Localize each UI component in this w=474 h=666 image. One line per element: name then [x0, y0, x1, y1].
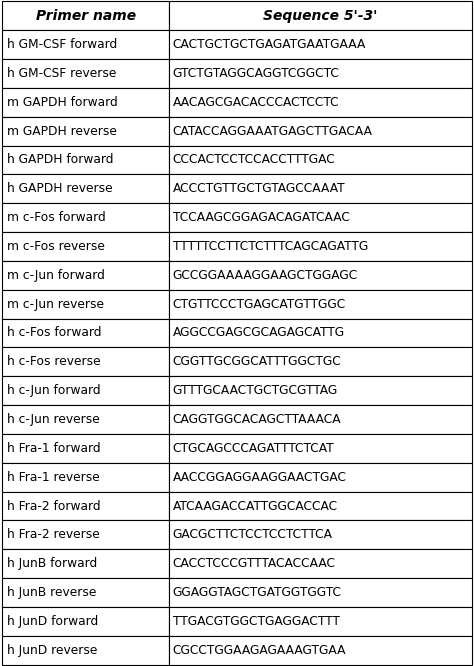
Text: GACGCTTCTCCTCCTCTTCA: GACGCTTCTCCTCCTCTTCA [173, 528, 333, 541]
Text: h Fra-1 reverse: h Fra-1 reverse [7, 471, 100, 484]
Bar [169, 376, 472, 405]
Text: TTGACGTGGCTGAGGACTTT: TTGACGTGGCTGAGGACTTT [173, 615, 340, 628]
Text: ATCAAGACCATTGGCACCAC: ATCAAGACCATTGGCACCAC [173, 500, 338, 513]
Text: CTGCAGCCCAGATTTCTCAT: CTGCAGCCCAGATTTCTCAT [173, 442, 334, 455]
Bar [169, 30, 472, 59]
Text: h c-Fos reverse: h c-Fos reverse [7, 356, 101, 368]
Text: h c-Fos forward: h c-Fos forward [7, 326, 101, 340]
Text: CACCTCCCGTTTACACCAAC: CACCTCCCGTTTACACCAAC [173, 557, 336, 570]
Text: GCCGGAAAAGGAAGCTGGAGC: GCCGGAAAAGGAAGCTGGAGC [173, 269, 358, 282]
Bar [2, 59, 169, 88]
Bar [169, 117, 472, 146]
Text: m GAPDH reverse: m GAPDH reverse [7, 125, 117, 138]
Bar [2, 88, 169, 117]
Bar [2, 578, 169, 607]
Bar [169, 232, 472, 261]
Text: h c-Jun reverse: h c-Jun reverse [7, 413, 100, 426]
Bar [169, 261, 472, 290]
Bar [2, 290, 169, 318]
Text: h GAPDH reverse: h GAPDH reverse [7, 182, 113, 195]
Bar [2, 348, 169, 376]
Bar [169, 174, 472, 203]
Bar [169, 146, 472, 174]
Bar [169, 59, 472, 88]
Text: GTCTGTAGGCAGGTCGGCTC: GTCTGTAGGCAGGTCGGCTC [173, 67, 340, 80]
Bar [2, 636, 169, 665]
Text: CACTGCTGCTGAGATGAATGAAA: CACTGCTGCTGAGATGAATGAAA [173, 38, 366, 51]
Bar [2, 549, 169, 578]
Bar [169, 607, 472, 636]
Bar [169, 290, 472, 318]
Text: TTTTTCCTTCTCTTTCAGCAGATTG: TTTTTCCTTCTCTTTCAGCAGATTG [173, 240, 368, 253]
Bar [2, 1, 169, 30]
Text: m c-Jun reverse: m c-Jun reverse [7, 298, 104, 310]
Bar [169, 405, 472, 434]
Text: m GAPDH forward: m GAPDH forward [7, 96, 118, 109]
Bar [2, 376, 169, 405]
Bar [169, 520, 472, 549]
Text: h JunD forward: h JunD forward [7, 615, 99, 628]
Bar [2, 520, 169, 549]
Bar [169, 203, 472, 232]
Text: m c-Fos reverse: m c-Fos reverse [7, 240, 105, 253]
Text: ACCCTGTTGCTGTAGCCAAAT: ACCCTGTTGCTGTAGCCAAAT [173, 182, 346, 195]
Text: AACCGGAGGAAGGAACTGAC: AACCGGAGGAAGGAACTGAC [173, 471, 347, 484]
Text: h JunB reverse: h JunB reverse [7, 586, 97, 599]
Bar [169, 578, 472, 607]
Text: AACAGCGACACCCACTCCTC: AACAGCGACACCCACTCCTC [173, 96, 339, 109]
Bar [2, 232, 169, 261]
Text: h GM-CSF reverse: h GM-CSF reverse [7, 67, 117, 80]
Text: m c-Fos forward: m c-Fos forward [7, 211, 106, 224]
Bar [2, 146, 169, 174]
Text: Sequence 5'-3': Sequence 5'-3' [263, 9, 377, 23]
Text: CGCCTGGAAGAGAAAGTGAA: CGCCTGGAAGAGAAAGTGAA [173, 644, 346, 657]
Bar [2, 203, 169, 232]
Bar [2, 405, 169, 434]
Text: Primer name: Primer name [36, 9, 136, 23]
Text: h Fra-1 forward: h Fra-1 forward [7, 442, 101, 455]
Bar [169, 348, 472, 376]
Text: m c-Jun forward: m c-Jun forward [7, 269, 105, 282]
Text: CTGTTCCCTGAGCATGTTGGC: CTGTTCCCTGAGCATGTTGGC [173, 298, 346, 310]
Bar [169, 463, 472, 492]
Text: h Fra-2 reverse: h Fra-2 reverse [7, 528, 100, 541]
Bar [169, 318, 472, 348]
Bar [2, 463, 169, 492]
Text: h c-Jun forward: h c-Jun forward [7, 384, 101, 397]
Bar [2, 607, 169, 636]
Text: GGAGGTAGCTGATGGTGGTC: GGAGGTAGCTGATGGTGGTC [173, 586, 342, 599]
Bar [2, 492, 169, 520]
Bar [169, 549, 472, 578]
Text: AGGCCGAGCGCAGAGCATTG: AGGCCGAGCGCAGAGCATTG [173, 326, 345, 340]
Text: CGGTTGCGGCATTTGGCTGC: CGGTTGCGGCATTTGGCTGC [173, 356, 341, 368]
Bar [2, 434, 169, 463]
Bar [2, 117, 169, 146]
Bar [2, 30, 169, 59]
Text: h Fra-2 forward: h Fra-2 forward [7, 500, 101, 513]
Text: CAGGTGGCACAGCTTAAACA: CAGGTGGCACAGCTTAAACA [173, 413, 341, 426]
Bar [2, 261, 169, 290]
Text: h GAPDH forward: h GAPDH forward [7, 153, 114, 166]
Text: CCCACTCCTCCACCTTTGAC: CCCACTCCTCCACCTTTGAC [173, 153, 336, 166]
Bar [169, 636, 472, 665]
Bar [169, 492, 472, 520]
Text: h JunB forward: h JunB forward [7, 557, 97, 570]
Text: h JunD reverse: h JunD reverse [7, 644, 98, 657]
Text: h GM-CSF forward: h GM-CSF forward [7, 38, 118, 51]
Bar [169, 1, 472, 30]
Text: GTTTGCAACTGCTGCGTTAG: GTTTGCAACTGCTGCGTTAG [173, 384, 338, 397]
Bar [2, 318, 169, 348]
Text: TCCAAGCGGAGACAGATCAAC: TCCAAGCGGAGACAGATCAAC [173, 211, 350, 224]
Text: CATACCAGGAAATGAGCTTGACAA: CATACCAGGAAATGAGCTTGACAA [173, 125, 373, 138]
Bar [169, 434, 472, 463]
Bar [2, 174, 169, 203]
Bar [169, 88, 472, 117]
